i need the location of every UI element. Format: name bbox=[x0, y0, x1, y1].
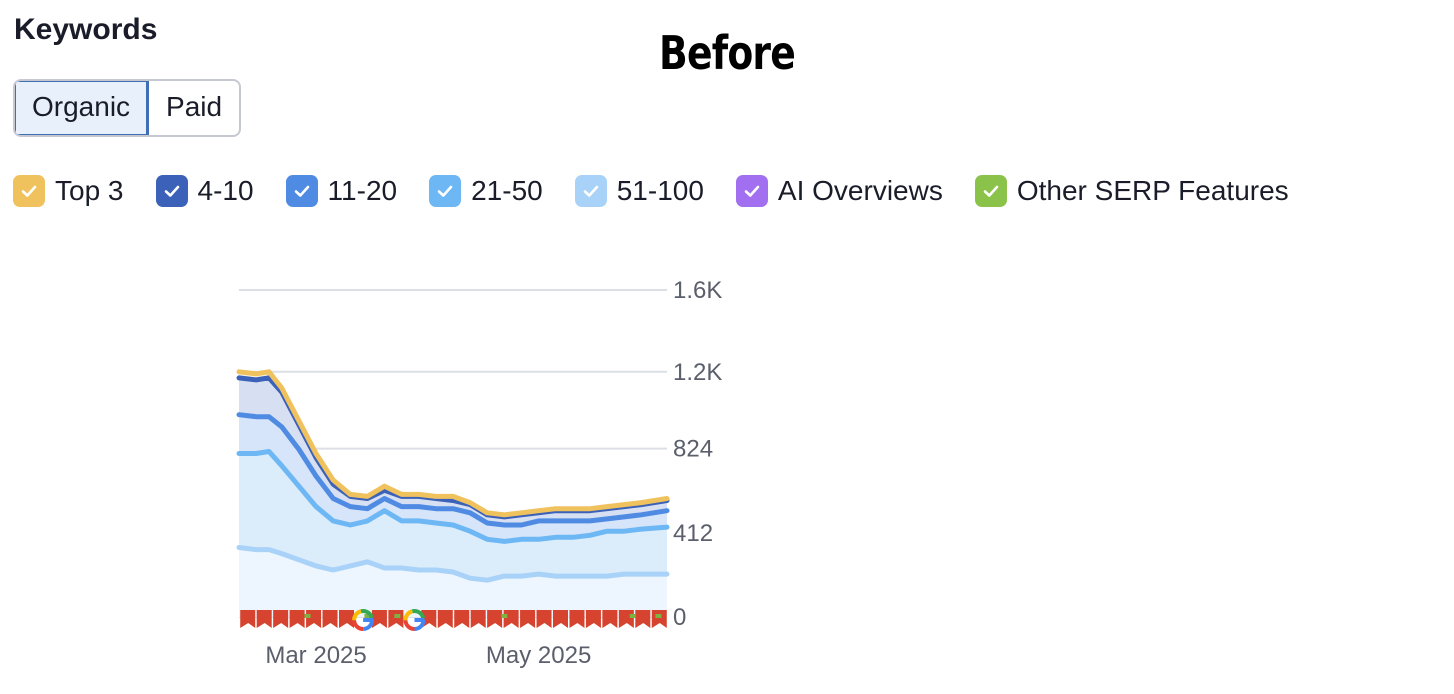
checkbox-icon[interactable] bbox=[285, 175, 318, 207]
legend-item-51-100[interactable]: 51-100 bbox=[574, 175, 704, 207]
line-11-20 bbox=[236, 412, 670, 528]
checkbox-icon[interactable] bbox=[13, 175, 45, 207]
serp-flag-icon bbox=[371, 610, 387, 628]
legend-item-other-serp-features[interactable]: Other SERP Features bbox=[974, 175, 1289, 207]
legend-item-4-10[interactable]: 4-10 bbox=[155, 175, 254, 207]
serp-flag-icon bbox=[339, 610, 354, 628]
serp-flag-icon bbox=[421, 610, 437, 628]
y-tick-label: 1.2K bbox=[673, 359, 722, 386]
serp-flag-icon bbox=[454, 610, 470, 628]
serp-dash-icon bbox=[629, 614, 636, 618]
legend-label: Other SERP Features bbox=[1016, 175, 1289, 206]
line-top-3 bbox=[236, 369, 670, 518]
serp-flag-icon bbox=[256, 610, 272, 628]
section-title: Keywords bbox=[14, 13, 158, 46]
serp-dash-icon bbox=[394, 614, 401, 618]
checkbox-icon[interactable] bbox=[155, 175, 188, 207]
checkbox-icon[interactable] bbox=[574, 175, 607, 207]
serp-dash-icon bbox=[304, 614, 311, 618]
y-tick-label: 824 bbox=[673, 436, 713, 463]
serp-flag-icon bbox=[306, 610, 322, 628]
line-51-100 bbox=[236, 545, 670, 583]
google-update-icon[interactable] bbox=[403, 609, 426, 631]
serp-flag-icon bbox=[618, 610, 634, 628]
serp-flag-icon bbox=[520, 610, 536, 628]
overlay-title: Before bbox=[659, 26, 796, 80]
x-tick-label: May 2025 bbox=[486, 642, 591, 669]
y-tick-label: 0 bbox=[673, 604, 686, 631]
serp-flag-icon bbox=[553, 610, 568, 628]
organic-tab[interactable]: Organic bbox=[15, 81, 150, 135]
legend-label: 11-20 bbox=[327, 175, 398, 206]
serp-flag-icon bbox=[585, 610, 601, 628]
serp-flag-icon bbox=[487, 610, 503, 628]
serp-flag-icon bbox=[470, 610, 486, 628]
google-update-icon[interactable] bbox=[352, 609, 375, 631]
legend-label: 21-50 bbox=[471, 175, 543, 206]
serp-flag-icon bbox=[503, 610, 519, 628]
serp-flag-icon bbox=[273, 610, 289, 628]
serp-flag-icon bbox=[437, 610, 453, 628]
serp-flag-icon bbox=[289, 610, 305, 628]
legend-label: 4-10 bbox=[197, 175, 254, 206]
serp-flag-icon bbox=[536, 610, 552, 628]
organic-paid-toggle: Organic Paid bbox=[13, 79, 242, 137]
paid-tab[interactable]: Paid bbox=[166, 91, 223, 122]
legend-item-11-20[interactable]: 11-20 bbox=[285, 175, 398, 207]
checkbox-icon[interactable] bbox=[974, 175, 1007, 207]
y-tick-label: 412 bbox=[673, 520, 713, 547]
serp-flag-icon bbox=[569, 610, 585, 628]
serp-dash-icon bbox=[655, 614, 662, 618]
legend-item-ai-overviews[interactable]: AI Overviews bbox=[735, 175, 943, 207]
legend-item-top-3[interactable]: Top 3 bbox=[13, 175, 124, 207]
serp-flag-icon bbox=[635, 610, 651, 628]
checkbox-icon[interactable] bbox=[429, 175, 462, 207]
y-tick-label: 1.6K bbox=[673, 277, 722, 304]
serp-flag-icon bbox=[240, 610, 256, 628]
serp-flag-icon bbox=[388, 610, 404, 628]
area-51-100 bbox=[239, 547, 667, 617]
line-21-50 bbox=[236, 449, 670, 544]
legend-label: 51-100 bbox=[616, 175, 704, 206]
x-tick-label: Mar 2025 bbox=[265, 642, 366, 669]
checkbox-icon[interactable] bbox=[735, 175, 768, 207]
serp-flag-icon bbox=[651, 610, 667, 628]
legend-label: Top 3 bbox=[55, 175, 124, 206]
serp-flag-icon bbox=[602, 610, 618, 628]
chart-legend: Top 3 4-10 11-20 21-50 51-100 AI Overviews Oth… bbox=[13, 175, 1321, 207]
legend-item-21-50[interactable]: 21-50 bbox=[429, 175, 543, 207]
serp-dash-icon bbox=[501, 614, 508, 618]
serp-dash-icon bbox=[364, 614, 371, 618]
serp-flag-icon bbox=[322, 610, 338, 628]
legend-label: AI Overviews bbox=[777, 175, 943, 206]
